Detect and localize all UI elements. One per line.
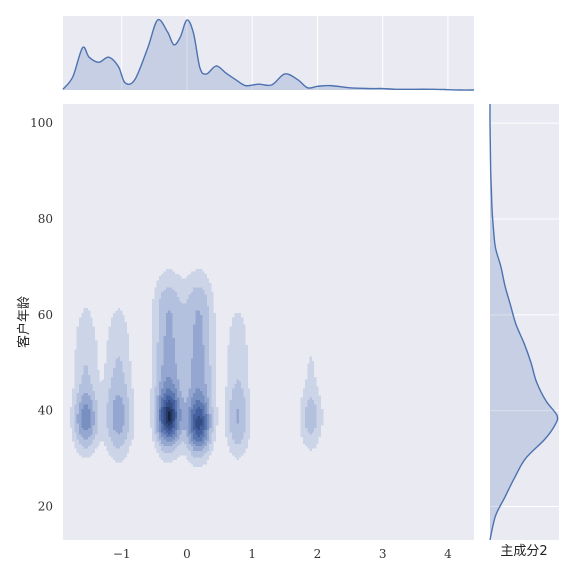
y-axis-title: 客户年龄 [16, 296, 32, 348]
kde-contour-level-9 [168, 411, 171, 421]
x-tick-labels: −1 0 1 2 3 4 [113, 547, 452, 561]
marginal-y-density-fill [489, 104, 558, 540]
y-tick-label: 100 [30, 116, 53, 130]
y-tick-labels: 20 40 60 80 100 [30, 116, 53, 513]
x-tick-label: 4 [444, 547, 452, 561]
y-tick-label: 20 [38, 499, 53, 513]
marginal-x-density-fill [63, 19, 474, 91]
marginal-y-panel: 主成分2 [489, 103, 559, 559]
y-tick-label: 60 [38, 308, 53, 322]
joint-background [63, 104, 474, 540]
marginal-y-background [490, 104, 559, 540]
x-tick-label: 1 [248, 547, 256, 561]
marginal-y-density-line [489, 103, 559, 541]
x-tick-label: 0 [183, 547, 191, 561]
marginal-x-panel [62, 16, 475, 91]
kde-contour-layer [69, 269, 324, 467]
x-axis-title: 主成分2 [500, 544, 547, 559]
x-tick-label: −1 [113, 547, 131, 561]
marginal-y-gridlines [490, 122, 559, 507]
marginal-x-density-line [62, 18, 475, 91]
y-tick-label: 40 [38, 404, 53, 418]
marginal-x-background [63, 16, 474, 90]
joint-panel: −1 0 1 2 3 4 20 40 60 80 100 客户年龄 [16, 104, 474, 561]
x-tick-label: 2 [314, 547, 322, 561]
y-tick-label: 80 [38, 212, 53, 226]
x-tick-label: 3 [379, 547, 387, 561]
